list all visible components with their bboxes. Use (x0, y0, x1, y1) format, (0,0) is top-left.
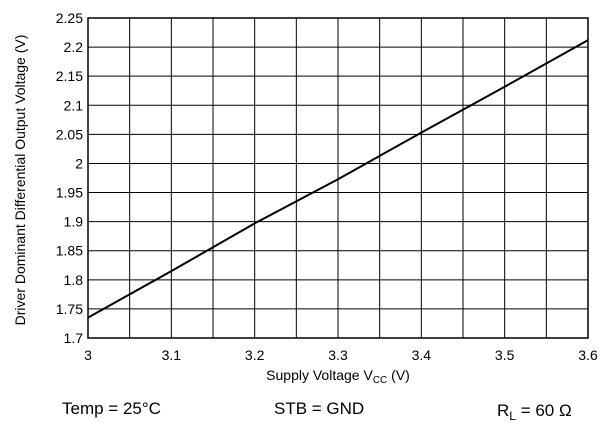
x-tick-label: 3.6 (578, 347, 598, 363)
y-tick-label: 2.15 (56, 68, 83, 84)
series-line (87, 39, 589, 319)
rl-tail: = 60 Ω (516, 401, 572, 420)
y-axis-label: Driver Dominant Differential Output Volt… (12, 35, 28, 326)
x-axis-label-sub: CC (373, 375, 387, 386)
rl-sub: L (509, 409, 516, 423)
y-tick-label: 1.85 (56, 243, 83, 259)
y-tick-label: 2 (75, 155, 83, 171)
temp-condition: Temp = 25°C (62, 399, 161, 418)
x-axis-label-tail: (V) (387, 367, 410, 383)
y-tick-label: 1.95 (56, 185, 83, 201)
grid-lines (88, 18, 588, 338)
x-tick-label: 3.5 (495, 347, 515, 363)
plot-frame (87, 17, 589, 339)
y-tick-label: 1.9 (64, 214, 84, 230)
x-tick-label: 3.4 (412, 347, 432, 363)
y-tick-label: 2.2 (64, 39, 84, 55)
series-layer (87, 39, 589, 319)
x-tick-label: 3.2 (245, 347, 265, 363)
x-tick-labels: 3 3.1 3.2 3.3 3.4 3.5 3.6 (84, 347, 598, 363)
y-tick-label: 2.25 (56, 10, 83, 26)
stb-condition: STB = GND (274, 399, 364, 418)
x-tick-label: 3 (84, 347, 92, 363)
rl-main: R (497, 401, 509, 420)
y-tick-label: 1.7 (64, 330, 84, 346)
y-tick-label: 1.75 (56, 301, 83, 317)
y-tick-label: 1.8 (64, 272, 84, 288)
load-resistance-condition: RL = 60 Ω (497, 401, 572, 423)
y-tick-label: 2.1 (64, 97, 84, 113)
x-tick-label: 3.3 (328, 347, 348, 363)
y-tick-label: 2.05 (56, 126, 83, 142)
x-axis-label-main: Supply Voltage V (266, 367, 373, 383)
x-tick-label: 3.1 (162, 347, 182, 363)
y-tick-labels: 1.7 1.75 1.8 1.85 1.9 1.95 2 2.05 2.1 2.15 2.2 2.25 (56, 10, 83, 346)
x-axis-label: Supply Voltage VCC (V) (266, 367, 410, 386)
